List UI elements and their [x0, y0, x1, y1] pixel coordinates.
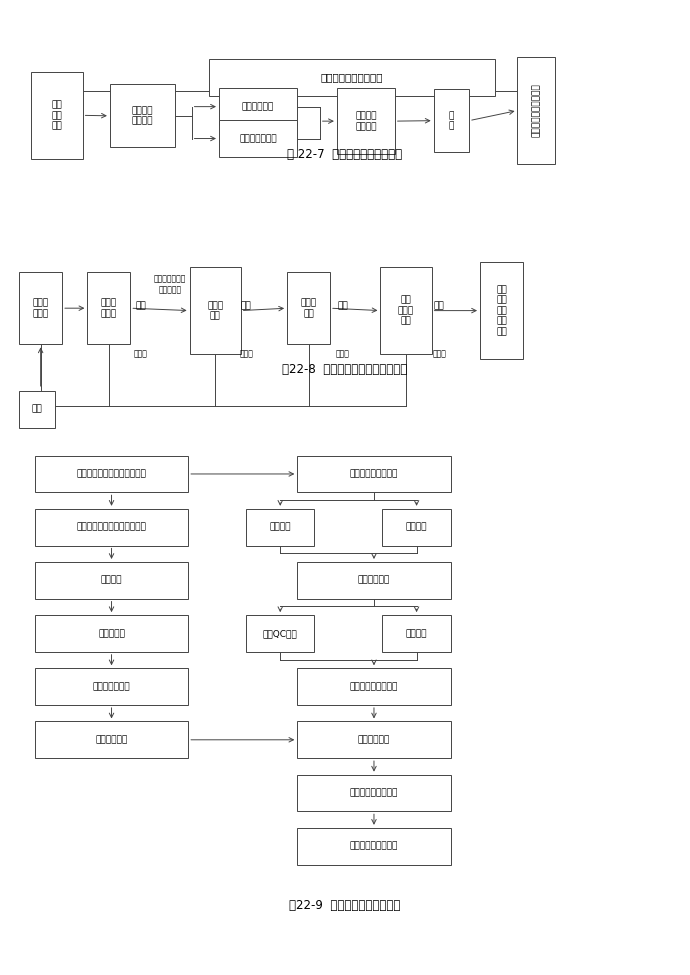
FancyBboxPatch shape [34, 455, 188, 492]
Text: 施工队
复检: 施工队 复检 [207, 301, 223, 321]
FancyBboxPatch shape [518, 58, 555, 164]
FancyBboxPatch shape [382, 615, 451, 652]
Text: 移交工程文件和实物: 移交工程文件和实物 [350, 841, 398, 850]
FancyBboxPatch shape [287, 272, 330, 344]
Text: 执行施工方案: 执行施工方案 [358, 576, 390, 585]
Text: 生产性试验施工: 生产性试验施工 [92, 682, 130, 691]
FancyBboxPatch shape [297, 668, 451, 705]
FancyBboxPatch shape [297, 774, 451, 811]
FancyBboxPatch shape [88, 272, 130, 344]
Text: 隐蔽工
程施工: 隐蔽工 程施工 [32, 298, 49, 318]
FancyBboxPatch shape [110, 85, 175, 147]
Text: 图22-9  施工过程控制程序框图: 图22-9 施工过程控制程序框图 [289, 899, 401, 912]
Text: 工地自然养护: 工地自然养护 [242, 102, 274, 111]
FancyBboxPatch shape [297, 455, 451, 492]
Text: 试
验: 试 验 [448, 111, 454, 131]
FancyBboxPatch shape [297, 828, 451, 865]
Text: 根据计划编制任务书: 根据计划编制任务书 [350, 470, 398, 479]
FancyBboxPatch shape [19, 391, 55, 428]
Text: 不需判接
送检验检: 不需判接 送检验检 [355, 111, 377, 131]
FancyBboxPatch shape [34, 562, 188, 599]
FancyBboxPatch shape [297, 722, 451, 759]
Text: 合格证书导施工
程验收标准: 合格证书导施工 程验收标准 [154, 275, 186, 294]
Text: 设计交底、研究图纸及说明书: 设计交底、研究图纸及说明书 [77, 470, 146, 479]
Text: 施工班
组自检: 施工班 组自检 [101, 298, 117, 318]
Text: 施工前准备: 施工前准备 [98, 629, 125, 638]
FancyBboxPatch shape [219, 120, 297, 157]
FancyBboxPatch shape [382, 509, 451, 545]
Text: 监理工程师全过程监察: 监理工程师全过程监察 [321, 72, 383, 83]
Text: 项目部
验收: 项目部 验收 [300, 298, 317, 318]
Text: 监理
工程师
验收: 监理 工程师 验收 [398, 295, 414, 326]
Text: 不合格: 不合格 [336, 350, 350, 359]
Text: 不合格: 不合格 [432, 350, 446, 359]
Text: 质量控制: 质量控制 [406, 629, 427, 638]
FancyBboxPatch shape [297, 562, 451, 599]
Text: 编制施工程序及质量保证计划: 编制施工程序及质量保证计划 [77, 523, 146, 531]
FancyBboxPatch shape [34, 615, 188, 652]
Text: 工地试验
人员取样: 工地试验 人员取样 [132, 106, 153, 126]
Text: 不合格: 不合格 [239, 350, 253, 359]
FancyBboxPatch shape [433, 90, 469, 152]
Text: 开展QC活动: 开展QC活动 [263, 629, 297, 638]
FancyBboxPatch shape [480, 262, 523, 359]
Text: 图22-8  隐蔽工程检查验收程序框图: 图22-8 隐蔽工程检查验收程序框图 [282, 363, 408, 376]
Text: 设备供应: 设备供应 [406, 523, 427, 531]
Text: 合格: 合格 [135, 301, 146, 310]
Text: 改善施工管理: 改善施工管理 [358, 735, 390, 744]
FancyBboxPatch shape [208, 59, 495, 96]
Text: 施工质量鉴定和评定: 施工质量鉴定和评定 [350, 789, 398, 798]
FancyBboxPatch shape [190, 267, 241, 354]
FancyBboxPatch shape [380, 267, 431, 354]
Text: 现场
随机
抽样: 现场 随机 抽样 [52, 100, 62, 131]
Text: 合格: 合格 [434, 301, 444, 310]
Text: 试验室标准养护: 试验室标准养护 [239, 134, 277, 143]
FancyBboxPatch shape [34, 668, 188, 705]
Text: 返工: 返工 [32, 405, 42, 413]
Text: 图 22-7  取样试验工作程序框图: 图 22-7 取样试验工作程序框图 [288, 147, 402, 161]
FancyBboxPatch shape [219, 89, 297, 125]
Text: 执行施工计划: 执行施工计划 [95, 735, 128, 744]
Text: 签署
隐蔽
工程
验收
证书: 签署 隐蔽 工程 验收 证书 [496, 286, 507, 336]
Text: 填写试验报告及建议书: 填写试验报告及建议书 [532, 84, 541, 137]
FancyBboxPatch shape [34, 722, 188, 759]
Text: 合格: 合格 [337, 301, 348, 310]
FancyBboxPatch shape [19, 272, 62, 344]
Text: 材料供应: 材料供应 [270, 523, 291, 531]
FancyBboxPatch shape [34, 509, 188, 545]
FancyBboxPatch shape [246, 615, 315, 652]
Text: 不合格: 不合格 [134, 350, 148, 359]
FancyBboxPatch shape [246, 509, 315, 545]
Text: 合格: 合格 [241, 301, 252, 310]
FancyBboxPatch shape [337, 89, 395, 154]
FancyBboxPatch shape [32, 72, 83, 159]
Text: 效果检查、质量检查: 效果检查、质量检查 [350, 682, 398, 691]
Text: 审查批准: 审查批准 [101, 576, 122, 585]
